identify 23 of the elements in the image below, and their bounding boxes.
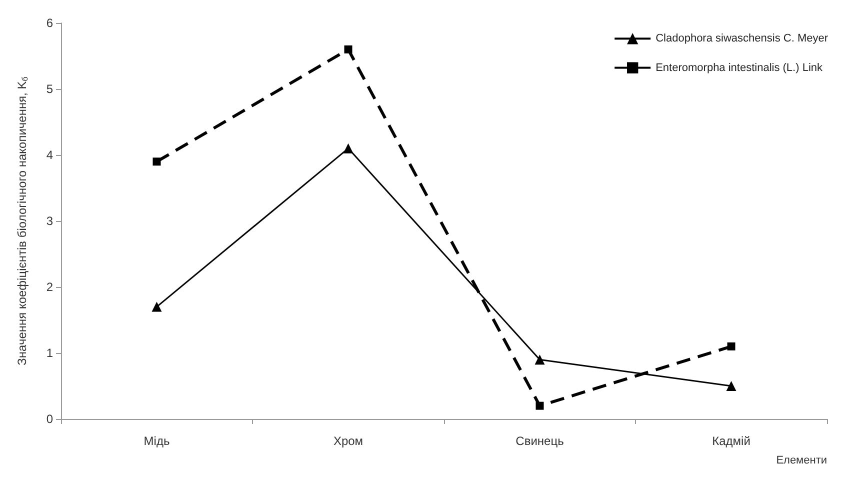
y-tick-label: 5 (46, 82, 54, 96)
y-tick-label: 2 (46, 280, 54, 294)
point (344, 45, 352, 54)
x-tick-label: Кадмій (712, 434, 750, 448)
y-tick-label: 6 (46, 16, 54, 30)
x-axis-title: Елементи (776, 454, 827, 466)
y-tick-label: 0 (46, 412, 54, 426)
point (343, 143, 354, 154)
x-tick-label: Хром (333, 434, 364, 448)
point (727, 342, 736, 350)
point (726, 381, 736, 391)
point (152, 158, 161, 166)
legend-label: Enteromorpha intestinalis (L.) Link (656, 62, 824, 74)
legend-label: Cladophora siwaschensis C. Meyer (656, 32, 828, 45)
point (534, 354, 545, 365)
point (536, 402, 544, 410)
y-tick-label: 3 (46, 214, 54, 228)
point (152, 302, 162, 312)
x-tick-label: Мідь (144, 434, 170, 448)
y-tick-label: 4 (46, 148, 54, 162)
y-axis-title: Значення коефіцієнтів біологічного накопичення, Kб (15, 76, 30, 366)
y-tick-label: 1 (46, 346, 54, 360)
x-tick-label: Свинець (516, 434, 564, 448)
